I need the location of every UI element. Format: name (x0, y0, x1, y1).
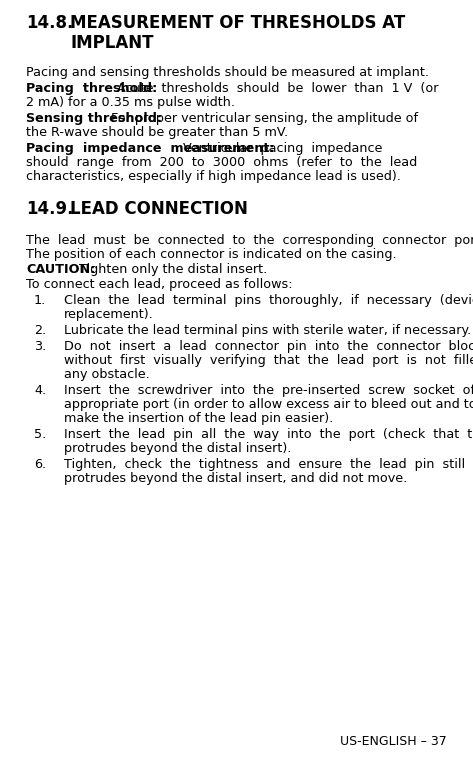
Text: CAUTION:: CAUTION: (26, 263, 95, 276)
Text: US-ENGLISH – 37: US-ENGLISH – 37 (340, 735, 447, 748)
Text: any obstacle.: any obstacle. (64, 368, 150, 381)
Text: characteristics, especially if high impedance lead is used).: characteristics, especially if high impe… (26, 170, 401, 183)
Text: Sensing threshold:: Sensing threshold: (26, 112, 162, 125)
Text: Insert  the  screwdriver  into  the  pre-inserted  screw  socket  of  the: Insert the screwdriver into the pre-inse… (64, 384, 473, 397)
Text: Ventricular  pacing  impedance: Ventricular pacing impedance (183, 142, 382, 155)
Text: Pacing  threshold:: Pacing threshold: (26, 82, 157, 95)
Text: protrudes beyond the distal insert, and did not move.: protrudes beyond the distal insert, and … (64, 472, 407, 485)
Text: 14.9.: 14.9. (26, 200, 73, 218)
Text: Pacing  impedance  measurement:: Pacing impedance measurement: (26, 142, 274, 155)
Text: make the insertion of the lead pin easier).: make the insertion of the lead pin easie… (64, 412, 333, 425)
Text: LEAD CONNECTION: LEAD CONNECTION (70, 200, 248, 218)
Text: Tighten,  check  the  tightness  and  ensure  the  lead  pin  still: Tighten, check the tightness and ensure … (64, 458, 465, 471)
Text: Tighten only the distal insert.: Tighten only the distal insert. (79, 263, 267, 276)
Text: should  range  from  200  to  3000  ohms  (refer  to  the  lead: should range from 200 to 3000 ohms (refe… (26, 156, 417, 169)
Text: 2 mA) for a 0.35 ms pulse width.: 2 mA) for a 0.35 ms pulse width. (26, 96, 235, 109)
Text: IMPLANT: IMPLANT (70, 34, 154, 52)
Text: The position of each connector is indicated on the casing.: The position of each connector is indica… (26, 248, 397, 261)
Text: 2.: 2. (34, 324, 46, 337)
Text: 14.8.: 14.8. (26, 14, 73, 32)
Text: The  lead  must  be  connected  to  the  corresponding  connector  port.: The lead must be connected to the corres… (26, 234, 473, 247)
Text: 4.: 4. (34, 384, 46, 397)
Text: 5.: 5. (34, 428, 46, 441)
Text: protrudes beyond the distal insert).: protrudes beyond the distal insert). (64, 442, 291, 455)
Text: Acute  thresholds  should  be  lower  than  1 V  (or: Acute thresholds should be lower than 1 … (117, 82, 438, 95)
Text: appropriate port (in order to allow excess air to bleed out and to: appropriate port (in order to allow exce… (64, 398, 473, 411)
Text: MEASUREMENT OF THRESHOLDS AT: MEASUREMENT OF THRESHOLDS AT (70, 14, 405, 32)
Text: replacement).: replacement). (64, 308, 154, 321)
Text: Do  not  insert  a  lead  connector  pin  into  the  connector  block: Do not insert a lead connector pin into … (64, 340, 473, 353)
Text: For proper ventricular sensing, the amplitude of: For proper ventricular sensing, the ampl… (111, 112, 418, 125)
Text: 3.: 3. (34, 340, 46, 353)
Text: Pacing and sensing thresholds should be measured at implant.: Pacing and sensing thresholds should be … (26, 66, 429, 79)
Text: without  first  visually  verifying  that  the  lead  port  is  not  filled  wit: without first visually verifying that th… (64, 354, 473, 367)
Text: Lubricate the lead terminal pins with sterile water, if necessary.: Lubricate the lead terminal pins with st… (64, 324, 471, 337)
Text: Insert  the  lead  pin  all  the  way  into  the  port  (check  that  the  pin: Insert the lead pin all the way into the… (64, 428, 473, 441)
Text: To connect each lead, proceed as follows:: To connect each lead, proceed as follows… (26, 278, 293, 291)
Text: 6.: 6. (34, 458, 46, 471)
Text: the R-wave should be greater than 5 mV.: the R-wave should be greater than 5 mV. (26, 126, 288, 139)
Text: Clean  the  lead  terminal  pins  thoroughly,  if  necessary  (device: Clean the lead terminal pins thoroughly,… (64, 294, 473, 307)
Text: 1.: 1. (34, 294, 46, 307)
